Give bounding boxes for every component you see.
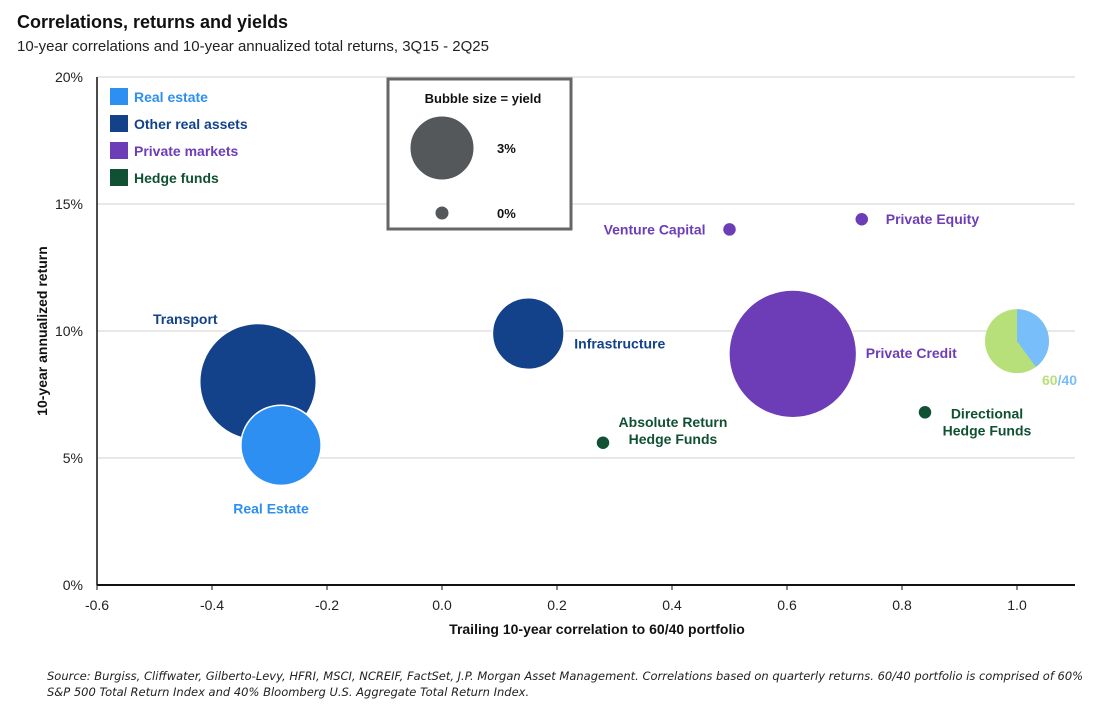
- x-axis-title: Trailing 10-year correlation to 60/40 po…: [449, 621, 745, 637]
- legend: Real estate Other real assets Private mark…: [110, 88, 248, 186]
- y-tick-label: 0%: [63, 577, 83, 593]
- x-tick-label: 0.0: [432, 597, 452, 613]
- y-tick-label: 20%: [55, 69, 83, 85]
- bubble-label: Private Credit: [866, 345, 957, 361]
- y-tick-label: 5%: [63, 450, 83, 466]
- label-40: 40: [1061, 372, 1077, 388]
- bubble-label: Transport: [153, 311, 218, 327]
- size-key-title: Bubble size = yield: [425, 91, 542, 106]
- bubble-private-credit: [728, 289, 858, 419]
- legend-label: Hedge funds: [134, 170, 219, 186]
- source-footnote: Source: Burgiss, Cliffwater, Gilberto-Le…: [47, 669, 1084, 699]
- size-key-label: 0%: [497, 206, 516, 221]
- bubble-label: Infrastructure: [574, 336, 665, 352]
- size-key-bubble: [409, 115, 475, 181]
- bubble-label: Venture Capital: [604, 221, 706, 237]
- bubble-venture-capital: [721, 221, 738, 238]
- x-tick-label: 1.0: [1007, 597, 1027, 613]
- bubble-infrastructure: [491, 296, 565, 371]
- legend-swatch: [110, 169, 128, 186]
- legend-label: Real estate: [134, 89, 208, 105]
- size-key-bubble: [434, 205, 450, 221]
- y-tick-label: 15%: [55, 196, 83, 212]
- x-tick-label: 0.2: [547, 597, 567, 613]
- legend-label: Other real assets: [134, 116, 248, 132]
- bubble-real-estate: [240, 404, 322, 487]
- x-tick-label: -0.4: [200, 597, 224, 613]
- legend-swatch: [110, 115, 128, 132]
- bubble-label: Real Estate: [233, 500, 309, 516]
- x-tick-label: -0.2: [315, 597, 339, 613]
- x-tick-labels: -0.6 -0.4 -0.2 0.0 0.2 0.4 0.6 0.8 1.0: [85, 597, 1027, 613]
- bubble-label: Directional: [951, 405, 1023, 421]
- bubble-label: Private Equity: [886, 211, 980, 227]
- axes: [96, 77, 1075, 590]
- y-tick-labels: 0% 5% 10% 15% 20%: [55, 69, 83, 593]
- x-tick-label: 0.6: [777, 597, 797, 613]
- y-axis-title: 10-year annualized return: [34, 246, 50, 416]
- chart-title: Correlations, returns and yields: [17, 12, 289, 32]
- chart-subtitle: 10-year correlations and 10-year annuali…: [17, 38, 489, 55]
- x-tick-label: 0.8: [892, 597, 912, 613]
- bubble-chart: 0% 5% 10% 15% 20% -0.6 -0.4 -0.2 0.0 0.2 0.4 0.6 0.…: [34, 69, 1077, 637]
- bubbles: [198, 211, 1049, 487]
- label-slash: /: [1058, 372, 1062, 388]
- legend-label: Private markets: [134, 143, 239, 159]
- x-tick-label: -0.6: [85, 597, 109, 613]
- y-tick-label: 10%: [55, 323, 83, 339]
- bubble-label: Hedge Funds: [943, 422, 1032, 438]
- bubble-label: Absolute Return: [619, 414, 728, 430]
- x-tick-label: 0.4: [662, 597, 682, 613]
- label-60-40: 60/40: [1042, 372, 1077, 388]
- legend-swatch: [110, 88, 128, 105]
- label-60: 60: [1042, 372, 1058, 388]
- legend-swatch: [110, 142, 128, 159]
- bubble-labels: Transport Real Estate Infrastructure Absolu…: [153, 211, 1077, 516]
- size-key-label: 3%: [497, 141, 516, 156]
- bubble-label: Hedge Funds: [629, 431, 718, 447]
- bubble-absolute-return-hedge-funds: [595, 435, 611, 451]
- pie-slice-bond: [1017, 309, 1049, 368]
- bubble-60-40: [985, 309, 1049, 374]
- bubble-directional-hedge-funds: [917, 404, 933, 421]
- bubble-size-key: Bubble size = yield 3% 0%: [386, 77, 573, 231]
- bubble-private-equity: [854, 211, 870, 227]
